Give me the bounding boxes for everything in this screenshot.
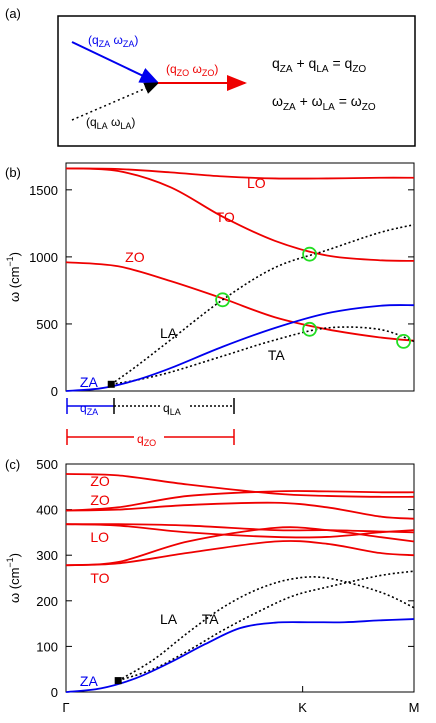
panel-a-box [57, 15, 416, 147]
series-lo-2-line [65, 523, 415, 534]
panel-c-branch-labels: ZO ZO LO TO LA TA ZA [80, 473, 219, 689]
panel-c-yticks: 0 100 200 300 400 500 [36, 457, 414, 700]
panel-c-axes [65, 463, 415, 693]
la-label: (qLA ωLA) [86, 115, 135, 131]
branch-label-to: TO [90, 570, 109, 586]
series-zo-2-line [65, 490, 415, 512]
panel-c: (c) ω (cm−1) 0 100 200 300 400 500 Γ K M ZO ZO LO… [5, 457, 419, 715]
q-zo-label: qZO [137, 432, 156, 448]
crossing-circle-marker [302, 321, 318, 337]
branch-label-la: LA [160, 611, 178, 627]
xtick-label: M [409, 700, 420, 715]
branch-label-to: TO [216, 209, 235, 225]
panel-c-label: (c) [5, 457, 20, 472]
ytick-label: 0 [51, 685, 58, 700]
series-mid-1-line [65, 526, 415, 567]
branch-label-za: ZA [80, 673, 99, 689]
za-label: (qZA ωZA) [88, 33, 138, 49]
series-la-line [110, 223, 415, 385]
series-lo-1-line [65, 523, 415, 539]
panel-c-series [65, 473, 415, 693]
series-to-1-line [65, 540, 415, 567]
panel-a: (a) (qZA ωZA) (qZO ωZO) (qLA ωLA) qZA + … [5, 6, 416, 147]
ytick-label: 300 [36, 548, 58, 563]
ytick-label: 0 [51, 384, 58, 399]
q-zo-label-bg [134, 429, 164, 445]
series-zo-line [65, 261, 415, 342]
branch-label-lo: LO [90, 529, 109, 545]
q-la-label: qLA [163, 401, 181, 417]
ytick-label: 400 [36, 503, 58, 518]
ytick-label: 1000 [29, 250, 58, 265]
branch-label-zo: ZO [90, 492, 110, 508]
ytick-label: 100 [36, 639, 58, 654]
xtick-label: K [298, 700, 307, 715]
series-to-line [65, 167, 415, 262]
panel-c-ylabel: ω (cm−1) [5, 553, 22, 603]
branch-label-zo: ZO [125, 249, 145, 265]
zo-label: (qZO ωZO) [166, 62, 218, 78]
panel-b-markers [107, 246, 411, 388]
q-annotations: qZA qLA qZO [66, 398, 235, 448]
branch-label-za: ZA [80, 374, 99, 390]
panel-b-ylabel: ω (cm−1) [5, 252, 22, 302]
panel-b: (b) ω (cm−1) 0 500 1000 1500 LO TO ZO LA TA ZA q… [5, 162, 415, 448]
origin-square-marker [114, 677, 122, 685]
branch-label-ta: TA [202, 611, 220, 627]
la-arrow [71, 82, 160, 121]
branch-label-la: LA [160, 325, 178, 341]
ytick-label: 500 [36, 457, 58, 472]
series-la-line [117, 576, 415, 682]
ytick-label: 500 [36, 317, 58, 332]
origin-square-marker [107, 380, 115, 388]
xtick-label: Γ [62, 700, 69, 715]
ytick-label: 1500 [29, 183, 58, 198]
crossing-circle-marker [302, 246, 318, 262]
crossing-circle-marker [396, 333, 411, 349]
series-lo-line [65, 167, 415, 180]
q-za-label: qZA [80, 401, 98, 417]
panel-c-markers [114, 677, 122, 685]
series-zo-1-line [65, 473, 415, 498]
za-arrow [71, 41, 160, 84]
equation-q: qZA + qLA = qZO [272, 55, 366, 75]
ytick-label: 200 [36, 594, 58, 609]
panel-b-series [65, 167, 415, 392]
series-za-line [65, 304, 415, 392]
panel-b-label: (b) [5, 165, 21, 180]
equation-omega: ωZA + ωLA = ωZO [272, 93, 376, 113]
crossing-circle-marker [215, 292, 231, 308]
panel-b-axes [65, 162, 415, 392]
series-upper-3-line [65, 501, 415, 520]
branch-label-lo: LO [247, 175, 266, 191]
q-la-label-bg [160, 398, 188, 414]
panel-b-yticks: 0 500 1000 1500 [29, 183, 414, 399]
panel-a-label: (a) [5, 6, 21, 21]
branch-label-zo: ZO [90, 473, 110, 489]
series-za-line [65, 618, 415, 693]
branch-label-ta: TA [268, 347, 286, 363]
panel-b-branch-labels: LO TO ZO LA TA ZA [80, 175, 285, 390]
